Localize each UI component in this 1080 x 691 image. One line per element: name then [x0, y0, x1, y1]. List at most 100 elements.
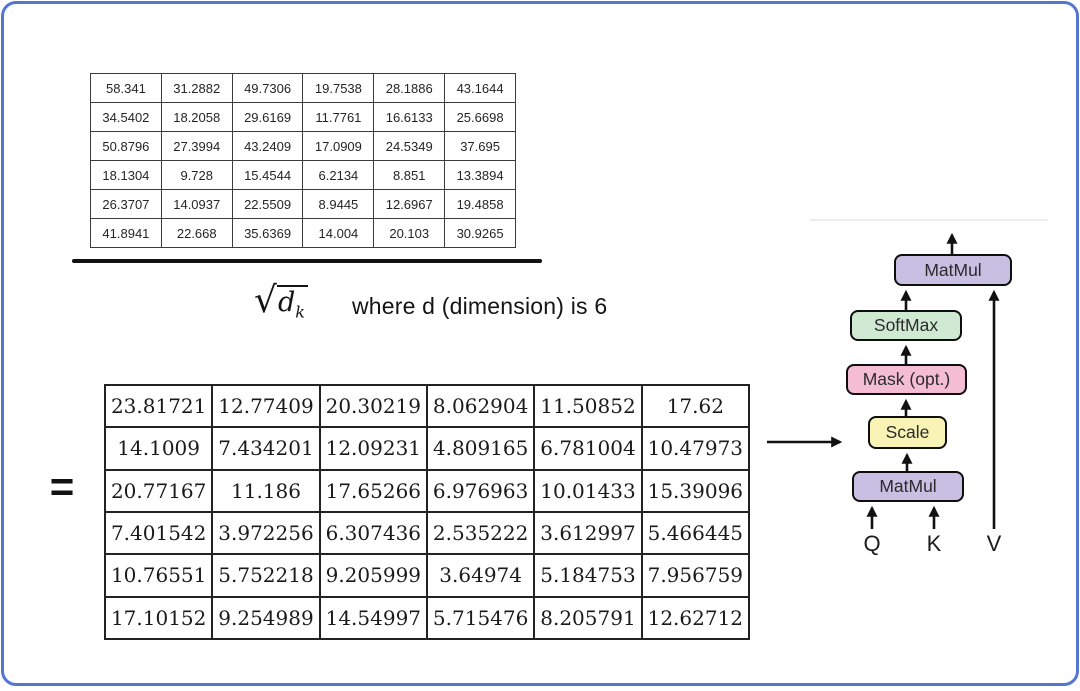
matrix-cell: 5.715476	[425, 595, 536, 641]
matrix-cell: 18.1304	[90, 160, 162, 190]
matrix-cell: 16.6133	[373, 102, 446, 132]
matrix-row: 34.5402 18.2058 29.6169 11.7761 16.6133 25.66…	[90, 102, 516, 132]
matrix-cell: 17.0909	[302, 131, 375, 161]
matrix-cell: 17.65266	[318, 468, 428, 513]
matrix-cell: 8.062904	[425, 383, 536, 429]
matrix-cell: 12.77409	[211, 383, 321, 429]
matrix-cell: 27.3994	[160, 131, 233, 161]
matrix-cell: 41.8941	[90, 218, 162, 248]
matrix-cell: 28.1886	[373, 73, 446, 103]
matrix-cell: 10.47973	[640, 426, 751, 471]
matrix-cell: 17.10152	[103, 595, 214, 641]
matrix-cell: 19.4858	[444, 189, 516, 219]
dimension-note: where d (dimension) is 6	[351, 292, 608, 319]
equals-sign: =	[49, 463, 75, 510]
matrix-cell: 20.77167	[103, 468, 214, 513]
matrix-cell: 2.535222	[425, 510, 536, 556]
matrix-cell: 20.30219	[318, 383, 428, 429]
matrix-row: 50.8796 27.3994 43.2409 17.0909 24.5349 37.69…	[90, 131, 516, 161]
matrix-cell: 35.6369	[231, 218, 304, 248]
matrix-cell: 30.9265	[444, 218, 516, 248]
subscript-k: k	[295, 302, 305, 322]
matrix-cell: 7.956759	[640, 553, 751, 598]
mask-block: Mask (opt.)	[846, 364, 967, 395]
matrix-cell: 43.2409	[231, 131, 304, 161]
matrix-cell: 25.6698	[444, 102, 516, 132]
matmul-bottom-block: MatMul	[852, 471, 964, 502]
matrix-cell: 23.81721	[103, 383, 214, 429]
matrix-cell: 12.09231	[318, 426, 428, 471]
matrix-cell: 11.186	[211, 468, 321, 513]
matrix-cell: 3.972256	[211, 510, 321, 556]
matrix-row: 41.8941 22.668 35.6369 14.004 20.103 30.9265	[90, 218, 516, 248]
matrix-cell: 15.39096	[640, 468, 751, 513]
matrix-cell: 43.1644	[444, 73, 516, 103]
matrix-row: 20.77167 11.186 17.65266 6.976963 10.01433 15…	[103, 468, 751, 513]
matrix-cell: 22.5509	[231, 189, 304, 219]
matrix-cell: 6.976963	[425, 468, 536, 513]
matrix-cell: 14.1009	[103, 426, 214, 471]
matrix-cell: 11.7761	[302, 102, 375, 132]
matrix-cell: 5.752218	[211, 553, 321, 598]
matrix-cell: 10.76551	[103, 553, 214, 598]
matrix-cell: 19.7538	[302, 73, 375, 103]
matrix-cell: 34.5402	[90, 102, 162, 132]
numerator-matrix-table: 58.341 31.2882 49.7306 19.7538 28.1886 43.164…	[90, 73, 516, 248]
matrix-cell: 7.434201	[211, 426, 321, 471]
matrix-cell: 14.004	[302, 218, 375, 248]
matrix-row: 14.1009 7.434201 12.09231 4.809165 6.781004 1…	[103, 426, 751, 471]
matrix-cell: 20.103	[373, 218, 446, 248]
matrix-cell: 5.466445	[640, 510, 751, 556]
sqrt-dk-formula: √ dk	[254, 280, 308, 327]
result-matrix-table: 23.81721 12.77409 20.30219 8.062904 11.50852…	[103, 383, 751, 641]
matrix-row: 26.3707 14.0937 22.5509 8.9445 12.6967 19.485…	[90, 189, 516, 219]
matrix-cell: 6.307436	[318, 510, 428, 556]
matrix-cell: 5.184753	[533, 553, 643, 598]
matrix-cell: 8.9445	[302, 189, 375, 219]
matrix-cell: 4.809165	[425, 426, 536, 471]
matrix-cell: 26.3707	[90, 189, 162, 219]
matrix-cell: 6.2134	[302, 160, 375, 190]
matrix-cell: 3.612997	[533, 510, 643, 556]
input-label-q: Q	[863, 531, 881, 556]
scale-block: Scale	[868, 416, 947, 449]
matrix-cell: 15.4544	[231, 160, 304, 190]
matrix-cell: 37.695	[444, 131, 516, 161]
matmul-top-block: MatMul	[894, 254, 1012, 286]
matrix-row: 18.1304 9.728 15.4544 6.2134 8.851 13.3894	[90, 160, 516, 190]
matrix-cell: 12.6967	[373, 189, 446, 219]
input-label-v: V	[986, 531, 1002, 556]
denominator-row: √ dk where d (dimension) is 6	[254, 280, 608, 327]
matrix-cell: 7.401542	[103, 510, 214, 556]
matrix-cell: 14.0937	[160, 189, 233, 219]
matrix-cell: 22.668	[160, 218, 233, 248]
matrix-cell: 29.6169	[231, 102, 304, 132]
variable-d: d	[277, 287, 296, 319]
matrix-cell: 9.254989	[211, 595, 321, 641]
matrix-cell: 50.8796	[90, 131, 162, 161]
matrix-row: 17.10152 9.254989 14.54997 5.715476 8.205791…	[103, 595, 751, 641]
matrix-cell: 9.728	[160, 160, 233, 190]
matrix-cell: 31.2882	[160, 73, 233, 103]
matrix-cell: 12.62712	[640, 595, 751, 641]
matrix-cell: 10.01433	[533, 468, 643, 513]
matrix-cell: 3.64974	[425, 553, 536, 598]
matrix-cell: 24.5349	[373, 131, 446, 161]
matrix-cell: 49.7306	[231, 73, 304, 103]
matrix-cell: 13.3894	[444, 160, 516, 190]
matrix-row: 10.76551 5.752218 9.205999 3.64974 5.184753 7…	[103, 553, 751, 598]
radical-symbol: √	[254, 280, 277, 322]
matrix-cell: 8.205791	[533, 595, 643, 641]
matrix-cell: 17.62	[640, 383, 751, 429]
softmax-block: SoftMax	[850, 310, 962, 341]
matrix-cell: 9.205999	[318, 553, 428, 598]
matrix-cell: 11.50852	[533, 383, 643, 429]
matrix-cell: 58.341	[90, 73, 162, 103]
matrix-cell: 18.2058	[160, 102, 233, 132]
matrix-row: 58.341 31.2882 49.7306 19.7538 28.1886 43.164…	[90, 73, 516, 103]
matrix-row: 23.81721 12.77409 20.30219 8.062904 11.50852…	[103, 383, 751, 429]
radicand: dk	[276, 285, 308, 327]
matrix-cell: 14.54997	[318, 595, 428, 641]
matrix-cell: 8.851	[373, 160, 446, 190]
